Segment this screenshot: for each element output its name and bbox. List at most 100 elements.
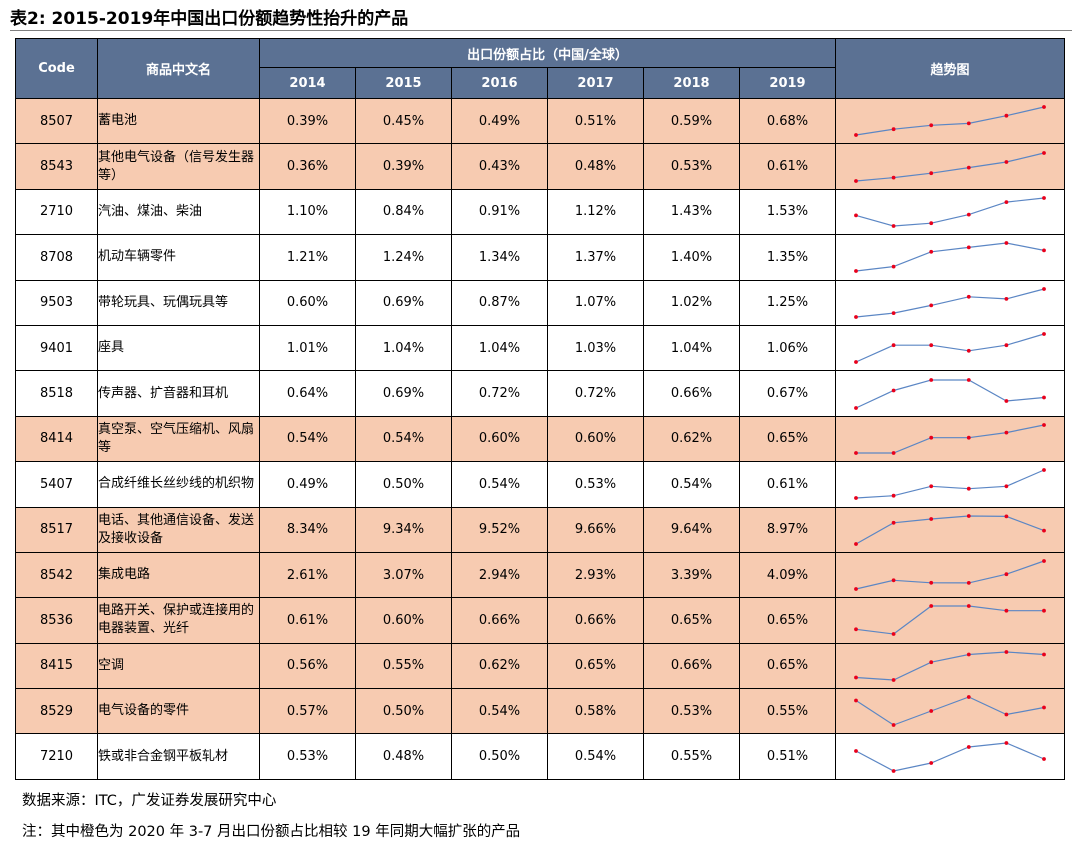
- sparkline-point: [1004, 159, 1009, 164]
- cell-code: 8517: [15, 506, 98, 553]
- sparkline: [854, 604, 1046, 637]
- sparkline-point: [929, 250, 934, 255]
- cell-trend: [835, 642, 1066, 690]
- cell-product-name: 机动车辆零件: [97, 234, 260, 281]
- sparkline-point: [966, 212, 971, 217]
- cell-share-2014: 0.57%: [259, 688, 356, 735]
- cell-share-2019: 0.65%: [738, 642, 837, 690]
- sparkline-point: [1042, 286, 1046, 291]
- sparkline-point: [1042, 652, 1046, 657]
- cell-share-2018: 0.59%: [643, 97, 740, 145]
- sparkline-point: [1004, 572, 1009, 577]
- table-row: 9401 座具 1.01% 1.04% 1.04% 1.03% 1.04% 1.06%: [15, 324, 1066, 372]
- table-row: 8708 机动车辆零件 1.21% 1.24% 1.34% 1.37% 1.40% 1.35%: [15, 234, 1066, 281]
- sparkline: [854, 649, 1046, 682]
- cell-code: 8414: [15, 415, 98, 463]
- sparkline-point: [929, 516, 934, 521]
- sparkline-point: [1004, 398, 1009, 403]
- cell-share-2017: 1.37%: [547, 234, 644, 281]
- sparkline-point: [1042, 423, 1046, 427]
- cell-trend: [835, 733, 1066, 780]
- cell-trend: [835, 688, 1066, 735]
- cell-share-2016: 0.72%: [451, 370, 548, 417]
- cell-share-2014: 8.34%: [259, 506, 356, 553]
- cell-product-name: 空调: [97, 642, 260, 690]
- cell-share-2017: 0.53%: [547, 461, 644, 508]
- cell-product-name: 铁或非合金钢平板轧材: [97, 733, 260, 780]
- cell-share-2016: 9.52%: [451, 506, 548, 553]
- cell-trend: [835, 506, 1066, 553]
- cell-share-2017: 0.60%: [547, 415, 644, 463]
- cell-code: 8543: [15, 143, 98, 190]
- sparkline-point: [891, 578, 896, 583]
- title-divider: [10, 30, 1072, 31]
- cell-share-2017: 0.58%: [547, 688, 644, 735]
- table-row: 8414 真空泵、空气压缩机、风扇等 0.54% 0.54% 0.60% 0.60% 0.6…: [15, 415, 1066, 463]
- cell-share-2015: 1.04%: [355, 324, 452, 372]
- cell-share-2014: 0.64%: [259, 370, 356, 417]
- cell-trend: [835, 370, 1066, 417]
- column-header-year: 2018: [643, 67, 740, 99]
- table-row: 9503 带轮玩具、玩偶玩具等 0.60% 0.69% 0.87% 1.07% 1.02% 1…: [15, 279, 1066, 326]
- sparkline-point: [929, 604, 934, 609]
- cell-share-2016: 0.54%: [451, 461, 548, 508]
- sparkline-point: [1004, 296, 1009, 301]
- sparkline-point: [891, 677, 896, 682]
- table-row: 8517 电话、其他通信设备、发送及接收设备 8.34% 9.34% 9.52% 9.66…: [15, 506, 1066, 553]
- cell-share-2018: 3.39%: [643, 551, 740, 599]
- cell-trend: [835, 461, 1066, 508]
- sparkline-line: [855, 605, 1045, 636]
- sparkline-point: [891, 723, 896, 728]
- sparkline-point: [966, 294, 971, 299]
- cell-product-name: 电话、其他通信设备、发送及接收设备: [97, 506, 260, 553]
- cell-code: 9503: [15, 279, 98, 326]
- table-row: 8543 其他电气设备（信号发生器等） 0.36% 0.39% 0.43% 0.48% 0.…: [15, 143, 1066, 190]
- cell-share-2019: 0.68%: [738, 97, 837, 145]
- sparkline-point: [854, 451, 858, 455]
- column-header-year: 2014: [259, 67, 356, 99]
- cell-share-2019: 1.25%: [738, 279, 837, 326]
- cell-share-2019: 0.61%: [738, 143, 837, 190]
- sparkline: [854, 695, 1046, 728]
- sparkline: [854, 286, 1046, 319]
- sparkline: [854, 105, 1046, 138]
- sparkline-point: [929, 484, 934, 489]
- cell-share-2018: 0.55%: [643, 733, 740, 780]
- cell-code: 8536: [15, 597, 98, 644]
- table-body: 8507 蓄电池 0.39% 0.45% 0.49% 0.51% 0.59% 0.68% 854…: [15, 97, 1066, 780]
- cell-share-2015: 0.55%: [355, 642, 452, 690]
- column-header-year: 2015: [355, 67, 452, 99]
- sparkline: [854, 150, 1046, 183]
- cell-share-2016: 2.94%: [451, 551, 548, 599]
- cell-share-2016: 0.54%: [451, 688, 548, 735]
- cell-code: 9401: [15, 324, 98, 372]
- cell-trend: [835, 597, 1066, 644]
- cell-share-2015: 0.39%: [355, 143, 452, 190]
- cell-share-2019: 1.53%: [738, 188, 837, 236]
- cell-share-2015: 0.50%: [355, 688, 452, 735]
- cell-code: 8518: [15, 370, 98, 417]
- cell-share-2017: 1.03%: [547, 324, 644, 372]
- sparkline-point: [929, 435, 934, 440]
- cell-product-name: 其他电气设备（信号发生器等）: [97, 143, 260, 190]
- sparkline-point: [854, 496, 858, 501]
- sparkline-point: [891, 388, 896, 392]
- cell-product-name: 集成电路: [97, 551, 260, 599]
- cell-share-2016: 0.87%: [451, 279, 548, 326]
- sparkline-point: [966, 604, 971, 609]
- cell-share-2019: 0.55%: [738, 688, 837, 735]
- sparkline-point: [854, 133, 858, 138]
- sparkline: [854, 740, 1046, 773]
- sparkline-point: [1042, 332, 1046, 337]
- sparkline-point: [966, 349, 971, 353]
- sparkline-point: [966, 695, 971, 700]
- sparkline-point: [854, 178, 858, 183]
- sparkline-point: [1004, 740, 1009, 745]
- sparkline-point: [929, 123, 934, 128]
- footnote: 注：其中橙色为 2020 年 3-7 月出口份额占比相较 19 年同期大幅扩张的…: [22, 824, 521, 840]
- sparkline-point: [1042, 248, 1046, 253]
- sparkline-point: [966, 435, 971, 440]
- table-row: 7210 铁或非合金钢平板轧材 0.53% 0.48% 0.50% 0.54% 0.55% 0…: [15, 733, 1066, 780]
- cell-share-2019: 1.35%: [738, 234, 837, 281]
- cell-share-2015: 0.69%: [355, 370, 452, 417]
